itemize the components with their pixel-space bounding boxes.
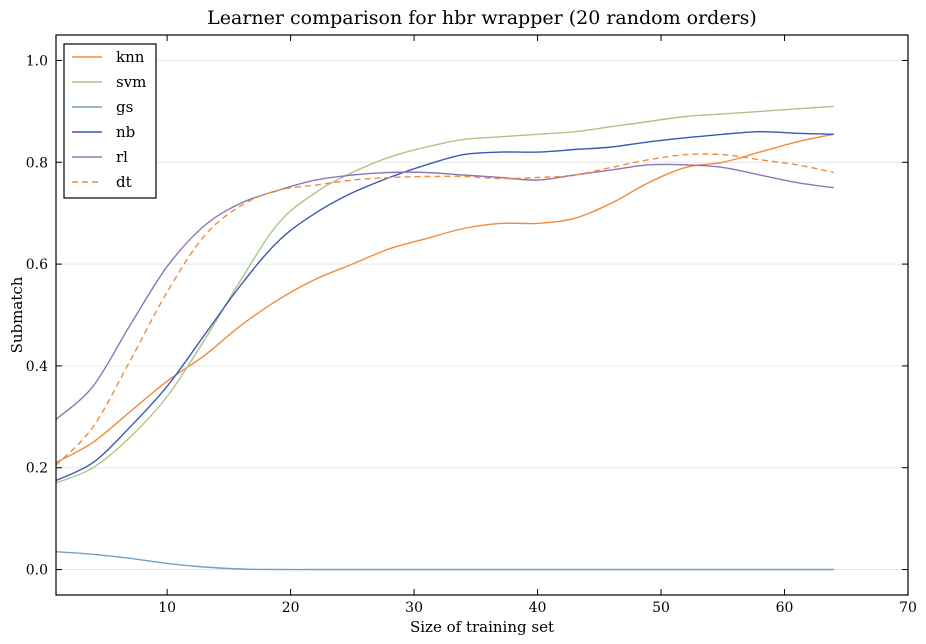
y-tick-label: 0.2 <box>26 461 48 477</box>
series-line-gs <box>55 551 834 571</box>
grid-lines <box>56 59 908 571</box>
legend: knn svm gs nb rl dt <box>63 43 157 199</box>
series-line-knn <box>55 133 835 464</box>
legend-box <box>63 43 157 199</box>
chart-title: Learner comparison for hbr wrapper (20 r… <box>207 7 757 29</box>
y-tick-label: 0.8 <box>26 155 48 171</box>
x-axis-label: Size of training set <box>410 618 554 636</box>
x-tick-label: 20 <box>282 600 300 616</box>
legend-label-dt: dt <box>116 173 132 191</box>
y-tick-label: 0.6 <box>26 257 48 273</box>
legend-label-svm: svm <box>116 73 146 91</box>
y-tick-label: 0.4 <box>26 359 48 375</box>
x-tick-label: 30 <box>405 600 423 616</box>
x-tick-label: 40 <box>529 600 547 616</box>
x-tick-label: 10 <box>158 600 176 616</box>
series-line-rl <box>55 163 834 420</box>
legend-label-rl: rl <box>116 148 128 166</box>
x-tick-label: 70 <box>899 600 917 616</box>
series-line-nb <box>55 130 834 482</box>
series-line-dt <box>55 153 835 466</box>
y-tick-label: 0.0 <box>26 563 48 579</box>
plot-frame <box>55 34 909 596</box>
legend-label-knn: knn <box>116 48 145 66</box>
series-line-svm <box>55 105 834 484</box>
legend-label-gs: gs <box>116 98 133 116</box>
axis-ticks: 0.0 0.2 0.4 0.6 0.8 1.0 10 20 30 40 50 60 70 <box>26 35 917 616</box>
x-tick-label: 50 <box>652 600 670 616</box>
y-axis-label: Submatch <box>8 276 26 353</box>
plot-series <box>55 105 835 571</box>
y-tick-label: 1.0 <box>26 53 48 69</box>
legend-label-nb: nb <box>116 123 135 141</box>
x-tick-label: 60 <box>776 600 794 616</box>
